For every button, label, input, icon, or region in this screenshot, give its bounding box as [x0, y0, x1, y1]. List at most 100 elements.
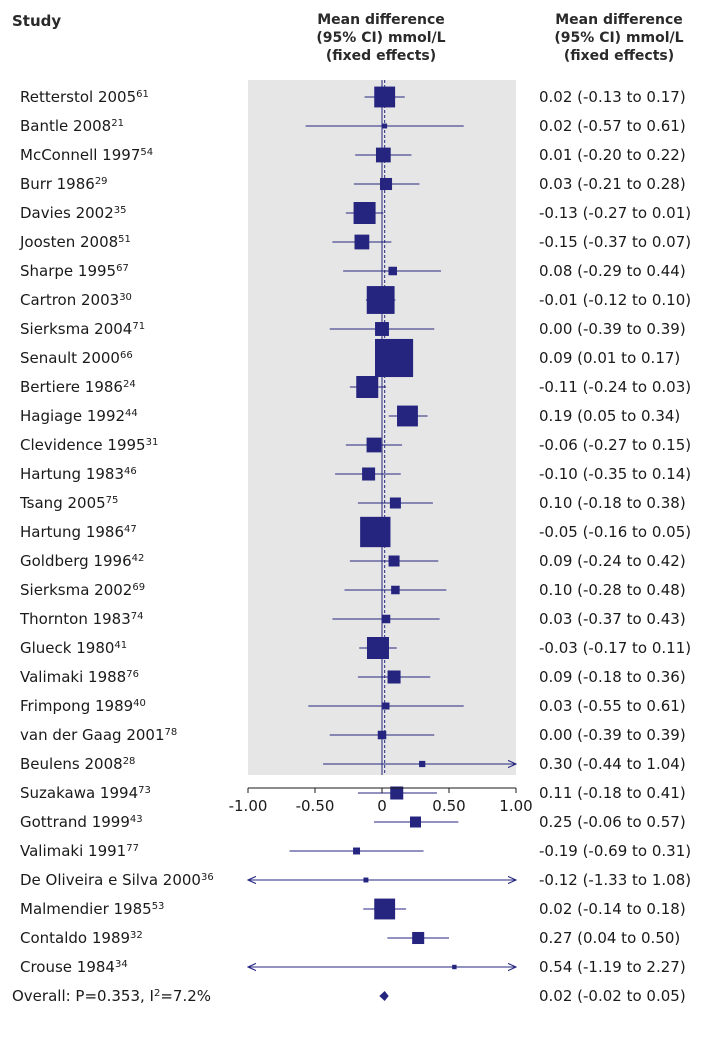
study-row: Sierksma 200471 0.00 (-0.39 to 0.39): [20, 320, 686, 338]
study-name: Valimaki 1991: [20, 842, 126, 860]
effect-square: [374, 898, 396, 920]
study-name: Joosten 2008: [19, 233, 118, 251]
ci-header-line-2: (95% CI) mmol/L: [554, 30, 683, 46]
study-name: Contaldo 1989: [20, 929, 130, 947]
x-tick-label: 0.50: [432, 797, 465, 815]
overall-label: Overall: P=0.353, I2=7.2%: [12, 987, 211, 1005]
effect-square: [387, 670, 401, 684]
study-name: Malmendier 1985: [20, 900, 152, 918]
study-name: Bantle 2008: [20, 117, 111, 135]
ci-column-header: Mean difference (95% CI) mmol/L (fixed e…: [554, 12, 683, 64]
study-row: Crouse 198434 0.54 (-1.19 to 2.27): [20, 958, 686, 976]
study-row: Malmendier 198553 0.02 (-0.14 to 0.18): [20, 898, 686, 920]
study-name: Beulens 2008: [20, 755, 123, 773]
study-name: Tsang 2005: [19, 494, 106, 512]
plot-header-line-1: Mean difference: [317, 12, 445, 28]
plot-header-line-3: (fixed effects): [326, 48, 436, 64]
overall-stat-sup: 2: [154, 988, 160, 999]
effect-square: [375, 338, 414, 378]
study-reference: 74: [131, 611, 144, 622]
study-label: Hartung 198346: [20, 465, 137, 483]
ci-header-line-1: Mean difference: [555, 12, 683, 28]
study-label: Beulens 200828: [20, 755, 135, 773]
effect-square: [353, 847, 361, 855]
x-tick-label: -1.00: [229, 797, 268, 815]
study-label: Glueck 198041: [20, 639, 127, 657]
study-name: Sierksma 2004: [20, 320, 132, 338]
study-name: Goldberg 1996: [20, 552, 132, 570]
study-label: Goldberg 199642: [20, 552, 144, 570]
study-row: Beulens 200828 0.30 (-0.44 to 1.04): [20, 755, 686, 773]
study-reference: 73: [138, 785, 151, 796]
study-row: Hartung 198647 -0.05 (-0.16 to 0.05): [20, 516, 691, 548]
study-name: Gottrand 1999: [20, 813, 130, 831]
study-label: Hagiage 199244: [20, 407, 138, 425]
study-reference: 51: [118, 234, 131, 245]
study-row: Senault 200066 0.09 (0.01 to 0.17): [20, 338, 680, 378]
study-reference: 54: [140, 147, 153, 158]
study-reference: 32: [130, 930, 143, 941]
study-label: Frimpong 198940: [20, 697, 146, 715]
overall-stat: Overall: P=0.353, I: [12, 987, 154, 1005]
study-row: Davies 200235 -0.13 (-0.27 to 0.01): [20, 202, 691, 224]
study-reference: 53: [152, 901, 165, 912]
effect-square: [366, 637, 389, 659]
x-tick-label: 1.00: [499, 797, 532, 815]
study-reference: 76: [126, 669, 139, 680]
study-label: Sharpe 199567: [20, 262, 129, 280]
ci-value: 0.02 (-0.57 to 0.61): [539, 117, 686, 135]
study-label: Valimaki 198876: [20, 668, 139, 686]
plot-column-header: Mean difference (95% CI) mmol/L (fixed e…: [316, 12, 445, 64]
effect-square: [390, 786, 404, 800]
effect-square: [375, 147, 391, 163]
study-column-header: Study: [12, 12, 61, 30]
ci-value: 0.19 (0.05 to 0.34): [539, 407, 680, 425]
effect-square: [375, 322, 389, 336]
effect-square: [452, 964, 457, 970]
study-label: Burr 198629: [20, 175, 108, 193]
ci-value: -0.12 (-1.33 to 1.08): [539, 871, 691, 889]
study-reference: 30: [119, 292, 132, 303]
study-name: Clevidence 1995: [20, 436, 146, 454]
x-tick-label: 0: [377, 797, 387, 815]
effect-square: [377, 730, 387, 740]
ci-value: 0.09 (0.01 to 0.17): [539, 349, 680, 367]
study-row: Glueck 198041 -0.03 (-0.17 to 0.11): [20, 637, 691, 659]
study-label: McConnell 199754: [20, 146, 153, 164]
study-reference: 78: [165, 727, 178, 738]
study-reference: 35: [114, 205, 127, 216]
effect-square: [362, 467, 376, 481]
effect-square: [382, 123, 388, 129]
study-reference: 43: [130, 814, 143, 825]
ci-value: 0.11 (-0.18 to 0.41): [539, 784, 686, 802]
ci-value: 0.03 (-0.37 to 0.43): [539, 610, 686, 628]
effect-square: [410, 816, 421, 828]
study-name: Sierksma 2002: [20, 581, 132, 599]
effect-square: [366, 437, 382, 453]
study-reference: 67: [116, 263, 129, 274]
ci-value: 0.09 (-0.24 to 0.42): [539, 552, 686, 570]
study-name: Frimpong 1989: [20, 697, 133, 715]
study-label: Cartron 200330: [20, 291, 132, 309]
ci-value: 0.54 (-1.19 to 2.27): [539, 958, 686, 976]
study-name: Davies 2002: [20, 204, 114, 222]
ci-value: 0.08 (-0.29 to 0.44): [539, 262, 686, 280]
study-row: Joosten 200851 -0.15 (-0.37 to 0.07): [19, 233, 691, 251]
overall-ci-value: 0.02 (-0.02 to 0.05): [539, 987, 686, 1005]
study-row: Valimaki 198876 0.09 (-0.18 to 0.36): [20, 668, 686, 686]
study-reference: 29: [95, 176, 108, 187]
study-reference: 36: [201, 872, 214, 883]
study-label: De Oliveira e Silva 200036: [20, 871, 214, 889]
study-label: Davies 200235: [20, 204, 127, 222]
study-label: Bantle 200821: [20, 117, 124, 135]
effect-square: [354, 234, 370, 250]
study-name: Hagiage 1992: [20, 407, 125, 425]
ci-value: 0.27 (0.04 to 0.50): [539, 929, 680, 947]
effect-square: [412, 931, 425, 945]
ci-value: 0.09 (-0.18 to 0.36): [539, 668, 686, 686]
study-label: Gottrand 199943: [20, 813, 143, 831]
study-label: Thornton 198374: [19, 610, 144, 628]
study-name: McConnell 1997: [20, 146, 140, 164]
study-reference: 66: [120, 350, 133, 361]
